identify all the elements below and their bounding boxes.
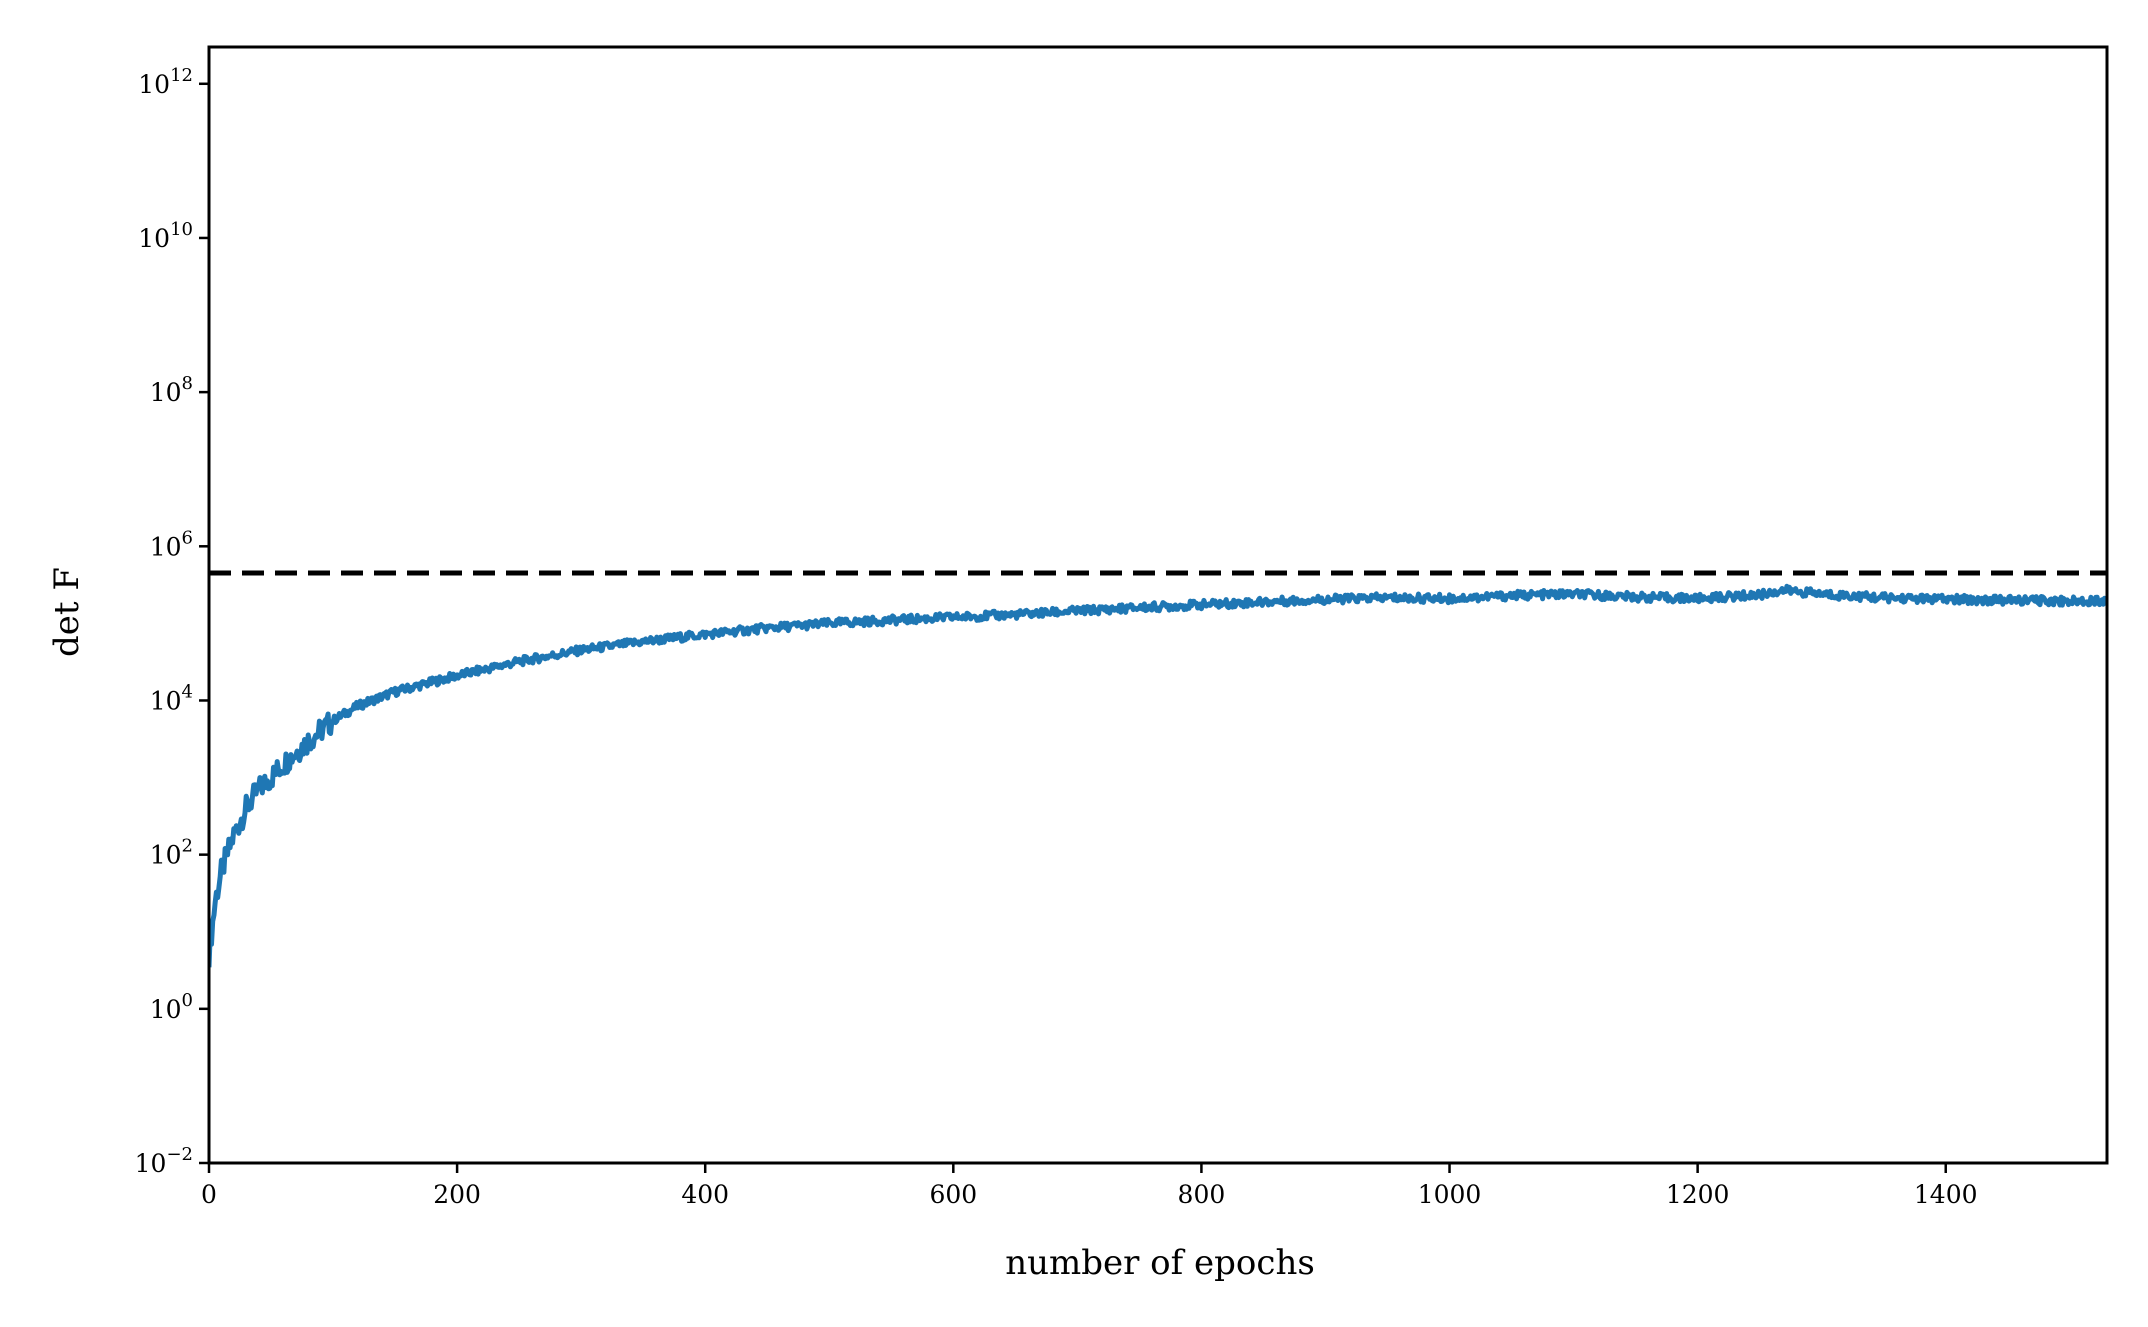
y-tick-label: 108: [150, 373, 193, 407]
series-line: [209, 583, 2107, 968]
x-tick-label: 600: [929, 1180, 977, 1209]
x-tick-label: 400: [681, 1180, 729, 1209]
axes: 0 200 400 600 800 1000 1200 1400 10−2 100 102 104 10…: [135, 45, 2109, 1209]
x-tick-label: 1200: [1666, 1180, 1730, 1209]
series-group: [209, 570, 2107, 968]
y-tick-label: 104: [150, 681, 193, 715]
x-tick-label: 800: [1178, 1180, 1226, 1209]
y-tick-label: 1012: [138, 65, 193, 99]
x-axis-label: number of epochs: [1005, 1243, 1315, 1283]
y-tick-label: 102: [150, 836, 193, 870]
y-tick-label: 10−2: [135, 1144, 193, 1178]
y-tick-label: 1010: [138, 219, 193, 253]
x-tick-label: 0: [201, 1180, 217, 1209]
x-tick-label: 1400: [1914, 1180, 1978, 1209]
plot-area: [209, 570, 2107, 968]
y-tick-label: 100: [150, 990, 193, 1024]
plot-frame: [207, 45, 2109, 1165]
y-axis-label: det F: [47, 567, 87, 657]
x-tick-label: 200: [433, 1180, 481, 1209]
x-tick-label: 1000: [1418, 1180, 1482, 1209]
y-tick-label: 106: [150, 527, 193, 561]
